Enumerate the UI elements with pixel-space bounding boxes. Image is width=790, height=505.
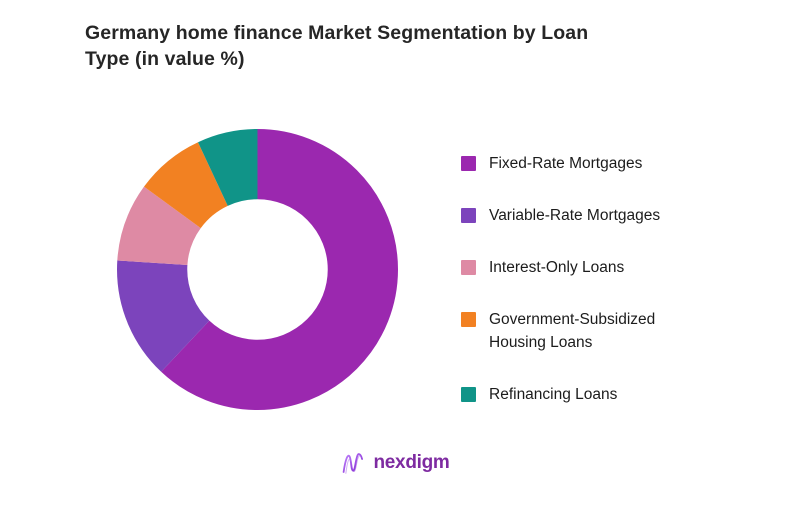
chart-legend: Fixed-Rate Mortgages Variable-Rate Mortg… — [461, 152, 704, 406]
legend-item-fixed-rate-mortgages: Fixed-Rate Mortgages — [461, 152, 704, 175]
donut-segments — [117, 129, 398, 410]
legend-swatch-fixed-rate-mortgages — [461, 156, 476, 171]
chart-title-line1: Germany home finance Market Segmentation… — [85, 22, 589, 44]
legend-swatch-refinancing-loans — [461, 387, 476, 402]
legend-item-refinancing-loans: Refinancing Loans — [461, 383, 704, 406]
legend-swatch-interest-only-loans — [461, 260, 476, 275]
legend-label: Government-Subsidized Housing Loans — [489, 311, 656, 351]
legend-item-variable-rate-mortgages: Variable-Rate Mortgages — [461, 204, 704, 227]
nexdigm-logo-icon — [343, 453, 364, 474]
chart-title-line2: Type (in value %) — [85, 48, 245, 70]
brand-name: nexdigm — [373, 452, 450, 473]
legend-label: Interest-Only Loans — [489, 259, 625, 276]
legend-swatch-government-subsidized-housing-loans — [461, 312, 476, 327]
donut-chart — [117, 129, 398, 410]
donut-chart-svg — [117, 129, 398, 410]
donut-segment-4 — [117, 129, 398, 410]
legend-label: Fixed-Rate Mortgages — [489, 155, 643, 172]
legend-label: Variable-Rate Mortgages — [489, 207, 661, 224]
legend-item-government-subsidized-housing-loans: Government-Subsidized Housing Loans — [461, 308, 704, 354]
donut-segment-1 — [117, 129, 398, 410]
legend-swatch-variable-rate-mortgages — [461, 208, 476, 223]
chart-title: Germany home finance Market Segmentation… — [85, 20, 685, 72]
legend-item-interest-only-loans: Interest-Only Loans — [461, 256, 704, 279]
brand-footer: nexdigm — [0, 448, 790, 478]
legend-label: Refinancing Loans — [489, 386, 618, 403]
